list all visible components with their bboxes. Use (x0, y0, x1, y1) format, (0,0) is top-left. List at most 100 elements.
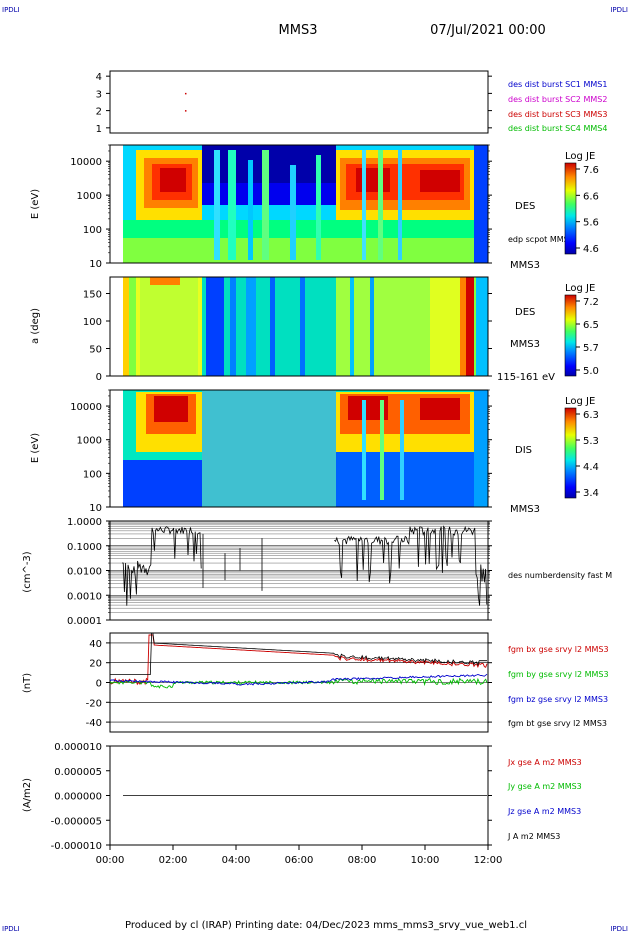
colorbar-scale (564, 407, 577, 499)
y-tick-label: 10000 (70, 402, 102, 413)
y-tick-label: -0.000010 (51, 841, 102, 852)
colorbar-tick-label: 5.0 (583, 366, 599, 377)
corner-label-bottom-left: IPDLI (2, 925, 20, 933)
legend-entry: des numberdensity fast M (508, 571, 612, 580)
fgm-bx-series-line (110, 634, 488, 686)
panel-des-pitch-frame (109, 276, 489, 377)
legend-entry: Jy gse A m2 MMS3 (507, 782, 582, 791)
x-tick-label: 06:00 (285, 855, 314, 866)
panel-burst-legend: des dist burst SC1 MMS1 des dist burst SC… (508, 80, 607, 133)
panel-burst-points (184, 92, 187, 112)
panel-des-pitch: 0 50 100 150 a (deg) DES MMS3 115-161 eV Lo… (30, 276, 599, 383)
legend-entry: des dist burst SC4 MMS4 (508, 124, 607, 133)
legend-entry: des dist burst SC2 MMS2 (508, 95, 607, 104)
time-axis: 00:00 02:00 04:00 06:00 08:00 10:00 12:00 (96, 845, 503, 866)
y-tick-label: -20 (86, 698, 102, 709)
corner-label-bottom-right: IPDLI (610, 925, 628, 933)
y-tick-label: 1000 (77, 191, 102, 202)
current-ylabel: (A/m2) (22, 778, 33, 812)
legend-entry: Jx gse A m2 MMS3 (507, 758, 582, 767)
colorbar-title: Log JE (565, 396, 595, 407)
density-ylabel: (cm^-3) (22, 551, 33, 592)
burst-point (184, 110, 187, 112)
colorbar-tick-label: 4.4 (583, 462, 599, 473)
panel-fgm: -40 -20 0 20 40 (nT) fgm bx gse srvy l2 MMS3… (22, 632, 609, 733)
panel-des-pitch-yaxis: 0 50 100 150 (83, 290, 492, 383)
colorbar-scale (564, 294, 577, 377)
y-tick-label: 0.000010 (54, 742, 102, 753)
density-series-line (122, 525, 488, 606)
y-tick-label: 0.0100 (67, 567, 102, 578)
x-tick-label: 02:00 (159, 855, 188, 866)
legend-entry: fgm by gse srvy l2 MMS3 (508, 670, 609, 679)
des-energy-spacecraft: MMS3 (510, 260, 540, 271)
des-pitch-colorbar: Log JE 7.2 6.5 5.7 5.0 (564, 283, 599, 377)
des-energy-ylabel: E (eV) (30, 189, 41, 219)
y-tick-label: 0.0010 (67, 591, 102, 602)
y-tick-label: 10 (89, 503, 102, 514)
y-tick-label: 0.000000 (54, 792, 102, 803)
y-tick-label: 0 (96, 679, 102, 690)
y-tick-label: 40 (89, 639, 102, 650)
colorbar-tick-label: 6.3 (583, 410, 599, 421)
panel-density: 0.0001 0.0010 0.0100 0.1000 1.0000 (cm^-3) d… (22, 517, 612, 627)
y-tick-label: 10000 (70, 157, 102, 168)
plot-date: 07/Jul/2021 00:00 (430, 23, 546, 38)
x-tick-label: 04:00 (222, 855, 251, 866)
colorbar-tick-label: 6.6 (583, 191, 599, 202)
fgm-bz-series-line (110, 673, 488, 686)
des-energy-species: DES (515, 201, 535, 212)
legend-entry: fgm bt gse srvy l2 MMS3 (508, 719, 607, 728)
y-tick-label: 100 (83, 317, 102, 328)
dis-energy-spectrogram (110, 390, 488, 507)
legend-entry: des dist burst SC3 MMS3 (508, 110, 607, 119)
legend-entry: J A m2 MMS3 (507, 832, 560, 841)
dis-energy-spacecraft: MMS3 (510, 504, 540, 515)
x-tick-label: 00:00 (96, 855, 125, 866)
colorbar-tick-label: 7.6 (583, 165, 599, 176)
colorbar-tick-label: 5.6 (583, 218, 599, 229)
des-pitch-spectrogram (110, 277, 488, 376)
panel-fgm-legend: fgm bx gse srvy l2 MMS3 fgm by gse srvy l… (508, 645, 609, 728)
colorbar-title: Log JE (565, 151, 595, 162)
y-tick-label: 100 (83, 469, 102, 480)
y-tick-label: 0 (96, 372, 102, 383)
plot-title: MMS3 (279, 23, 318, 38)
panel-dis-energy-yaxis: 10 100 1000 10000 (70, 389, 492, 514)
colorbar-tick-label: 3.4 (583, 488, 599, 499)
footer-credit: Produced by cl (IRAP) Printing date: 04/… (125, 920, 527, 931)
panel-burst-frame (109, 70, 489, 134)
legend-entry: des dist burst SC1 MMS1 (508, 80, 607, 89)
panel-burst-yaxis: 1 2 3 4 (96, 72, 492, 135)
panel-des-energy-frame (109, 144, 489, 264)
dis-energy-ylabel: E (eV) (30, 433, 41, 463)
panel-density-legend: des numberdensity fast M (508, 571, 612, 580)
y-tick-label: 20 (89, 659, 102, 670)
x-tick-label: 08:00 (348, 855, 377, 866)
y-tick-label: 50 (89, 345, 102, 356)
des-pitch-spacecraft: MMS3 (510, 339, 540, 350)
x-tick-label: 12:00 (474, 855, 503, 866)
colorbar-tick-label: 5.7 (583, 343, 599, 354)
panel-dis-energy-frame (109, 389, 489, 508)
y-tick-label: 1000 (77, 436, 102, 447)
colorbar-title: Log JE (565, 283, 595, 294)
legend-entry: Jz gse A m2 MMS3 (507, 807, 581, 816)
fgm-ylabel: (nT) (22, 673, 33, 693)
dis-energy-species: DIS (515, 445, 532, 456)
colorbar-tick-label: 7.2 (583, 297, 599, 308)
y-tick-label: 0.1000 (67, 542, 102, 553)
legend-entry: fgm bz gse srvy l2 MMS3 (508, 695, 608, 704)
corner-label-top-right: IPDLI (610, 6, 628, 14)
y-tick-label: 100 (83, 225, 102, 236)
panel-des-energy-yaxis: 10 100 1000 10000 (70, 144, 492, 270)
colorbar-scale (564, 162, 577, 255)
dis-energy-colorbar: Log JE 6.3 5.3 4.4 3.4 (564, 396, 599, 499)
y-tick-label: 0.000005 (54, 767, 102, 778)
fgm-by-series-line (110, 677, 488, 689)
des-energy-spectrogram (110, 145, 488, 263)
fgm-bt-series-line (110, 633, 487, 675)
y-tick-label: 1 (96, 124, 102, 135)
des-pitch-species: DES (515, 307, 535, 318)
